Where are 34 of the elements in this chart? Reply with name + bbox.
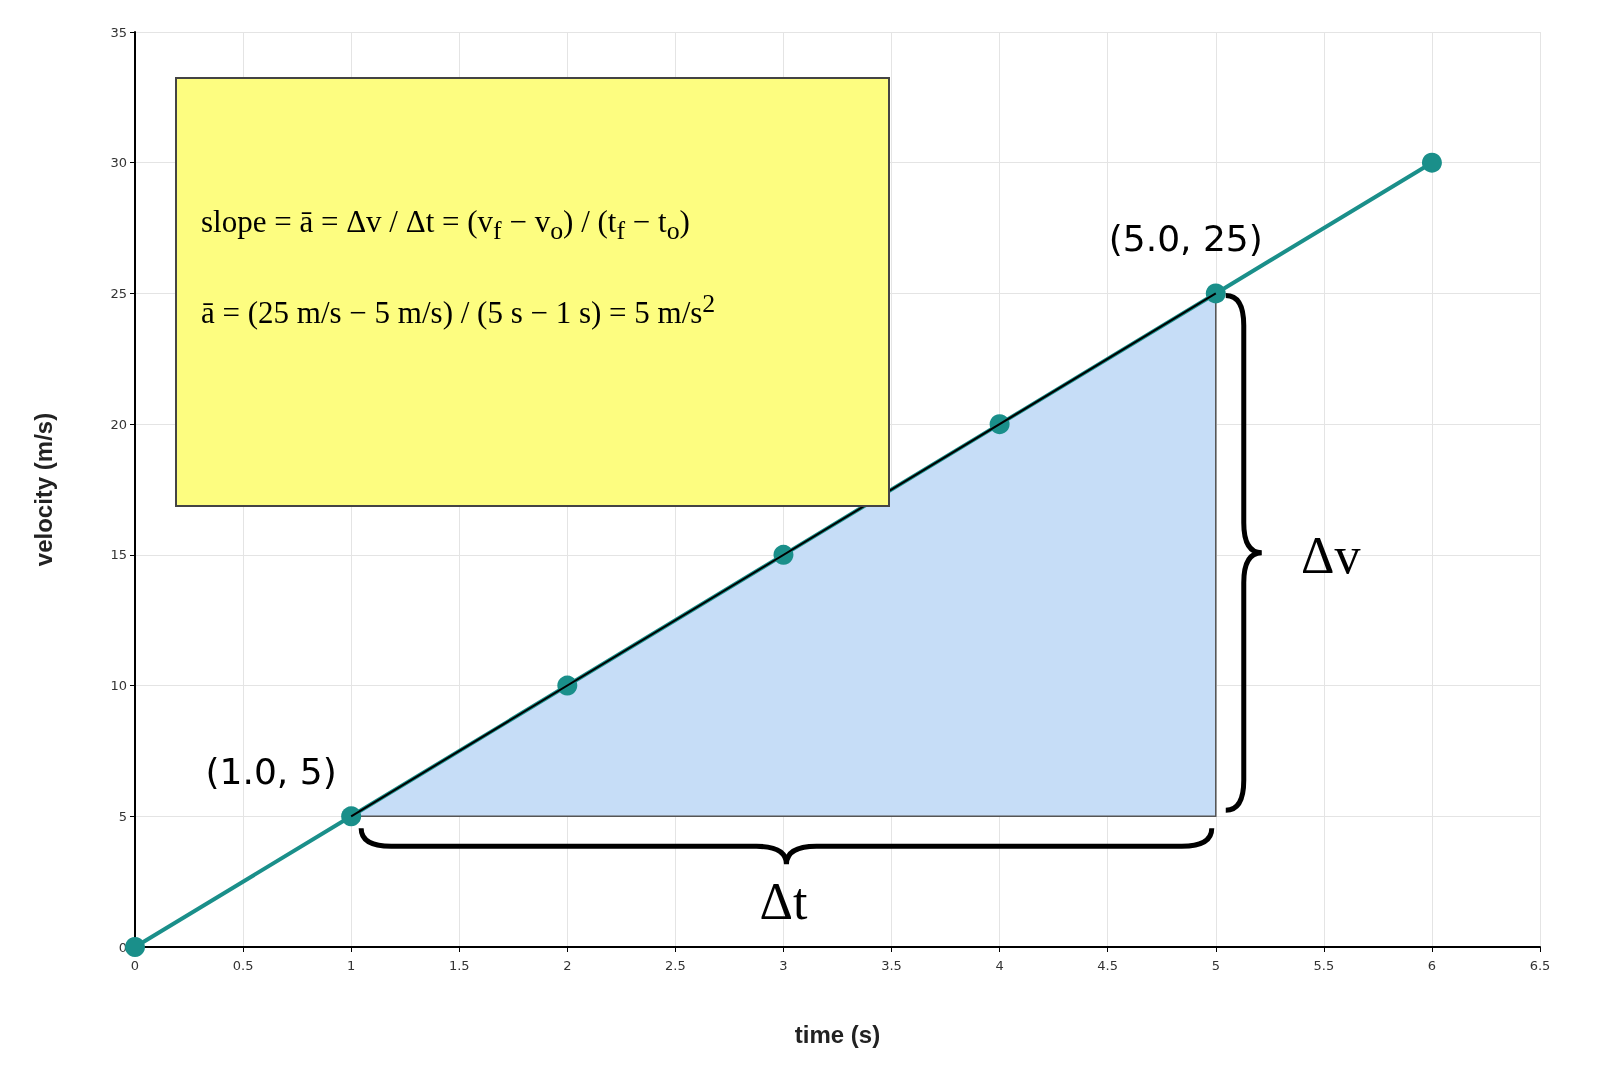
y-tick-label: 5 (118, 808, 127, 824)
x-tick-label: 4 (995, 958, 1004, 973)
x-tick-label: 4.5 (1097, 958, 1119, 973)
point (1421, 152, 1442, 173)
point (125, 937, 145, 957)
annotation: Δt (759, 871, 808, 931)
y-tick-label: 10 (110, 678, 127, 694)
annotation: Δv (1301, 525, 1361, 585)
y-tick-label: 30 (110, 155, 127, 171)
formula-panel: slope = ā = Δv / Δt = (v$_{f}$ − v$_{o}$) / (t$_{f}$ − t$_{o}$) ā = (25 m/s − 5 m/s) / (5 s − 1 s) = 5 m/s$^{2}$ (175, 77, 890, 507)
x-tick-label: 5 (1211, 958, 1220, 973)
x-tick-label: 2 (563, 958, 572, 973)
point (341, 806, 362, 827)
y-tick-label: 0 (118, 939, 127, 955)
annotation: ā = (25 m/s − 5 m/s) / (5 s − 1 s) = 5 m/s$^{2}$ (201, 287, 717, 332)
x-tick-label: 3 (779, 958, 788, 973)
x-tick-label: 6 (1427, 958, 1437, 973)
x-tick-label: 1.5 (448, 958, 470, 973)
x-tick-label: 6.5 (1529, 958, 1551, 973)
y-tick-label: 35 (110, 24, 127, 40)
x-tick-label: 1 (347, 958, 356, 973)
point (1205, 283, 1226, 304)
x-axis-title: time (s) (794, 1020, 881, 1048)
annotation: (5.0, 25) (1108, 217, 1263, 259)
y-tick-label: 15 (110, 547, 127, 563)
y-tick-label: 25 (110, 285, 127, 301)
annotation: (1.0, 5) (205, 750, 337, 792)
x-tick-label: 0.5 (232, 958, 254, 973)
y-axis-title: velocity (m/s) (29, 412, 57, 567)
x-tick-label: 5.5 (1313, 958, 1335, 973)
x-tick-label: 3.5 (881, 958, 902, 973)
x-tick-label: 2.5 (665, 958, 686, 973)
x-tick-label: 0 (130, 958, 140, 973)
y-tick-label: 20 (110, 416, 127, 432)
